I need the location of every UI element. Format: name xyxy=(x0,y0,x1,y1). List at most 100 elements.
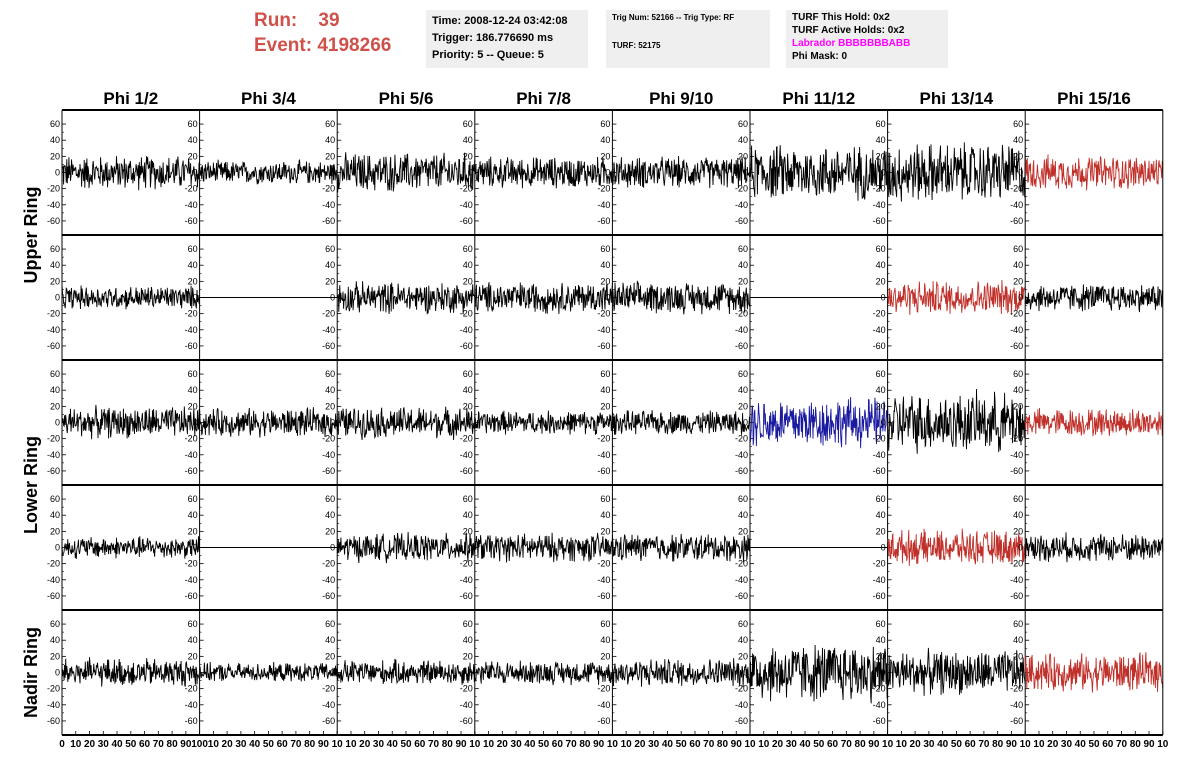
y-tick-label: 60 xyxy=(1013,494,1023,504)
y-tick-label: 20 xyxy=(50,526,60,536)
y-tick-label: 20 xyxy=(463,151,473,161)
y-tick-label: -40 xyxy=(47,700,60,710)
y-tick-label: -60 xyxy=(1010,716,1023,726)
waveform-trace xyxy=(1024,284,1164,313)
y-tick-label: -60 xyxy=(1010,216,1023,226)
y-tick-label: 20 xyxy=(325,526,335,536)
y-tick-label: -40 xyxy=(47,575,60,585)
y-tick-label: -60 xyxy=(322,466,335,476)
ring-label: Nadir Ring xyxy=(21,627,41,718)
y-tick-label: 0 xyxy=(330,668,335,678)
x-tick-label: 60 xyxy=(965,739,977,750)
trig-num-text: Trig Num: 52166 -- Trig Type: RF xyxy=(612,13,735,22)
waveform-trace xyxy=(474,410,613,435)
x-tick-label: 60 xyxy=(827,739,839,750)
x-tick-label: 50 xyxy=(813,739,825,750)
y-tick-label: 60 xyxy=(188,244,198,254)
y-tick-label: -20 xyxy=(322,684,335,694)
y-tick-label: 40 xyxy=(188,635,198,645)
y-tick-label: 0 xyxy=(881,418,886,428)
ring-label: Lower Ring xyxy=(21,436,41,534)
y-tick-label: 20 xyxy=(463,276,473,286)
y-tick-label: -20 xyxy=(597,184,610,194)
x-tick-label: 50 xyxy=(951,739,963,750)
waveform-trace xyxy=(474,660,613,686)
y-tick-label: 40 xyxy=(600,260,610,270)
y-tick-label: -40 xyxy=(460,575,473,585)
y-tick-label: -60 xyxy=(873,716,886,726)
y-tick-label: 40 xyxy=(876,635,886,645)
y-tick-label: 0 xyxy=(605,293,610,303)
x-tick-label: 80 xyxy=(442,739,454,750)
y-tick-label: 40 xyxy=(50,135,60,145)
y-tick-label: 20 xyxy=(1013,401,1023,411)
y-tick-label: -60 xyxy=(322,341,335,351)
y-tick-label: 0 xyxy=(468,293,473,303)
y-tick-label: 60 xyxy=(738,619,748,629)
waveform-trace xyxy=(611,658,751,687)
x-tick-label: 90 xyxy=(868,739,880,750)
y-tick-label: 0 xyxy=(605,668,610,678)
y-tick-label: -40 xyxy=(185,325,198,335)
y-tick-label: 60 xyxy=(1013,244,1023,254)
y-tick-label: -60 xyxy=(322,716,335,726)
y-tick-label: -20 xyxy=(185,684,198,694)
waveform-trace xyxy=(336,406,476,441)
y-tick-label: 40 xyxy=(1013,510,1023,520)
x-tick-label: 50 xyxy=(125,739,137,750)
y-tick-label: -60 xyxy=(597,591,610,601)
y-tick-label: -60 xyxy=(460,466,473,476)
y-tick-label: 40 xyxy=(463,135,473,145)
y-tick-label: 0 xyxy=(881,168,886,178)
y-tick-label: -20 xyxy=(185,309,198,319)
y-tick-label: -40 xyxy=(735,200,748,210)
x-tick-label: 10 xyxy=(483,739,495,750)
y-tick-label: 20 xyxy=(50,651,60,661)
x-tick-label: 40 xyxy=(111,739,123,750)
y-tick-label: 60 xyxy=(876,119,886,129)
x-tick-label: 40 xyxy=(937,739,949,750)
y-tick-label: 40 xyxy=(876,135,886,145)
y-tick-label: -40 xyxy=(873,325,886,335)
y-tick-label: 40 xyxy=(188,260,198,270)
x-tick-label: 60 xyxy=(277,739,289,750)
y-tick-label: -20 xyxy=(735,559,748,569)
y-tick-label: -20 xyxy=(735,309,748,319)
y-tick-label: 60 xyxy=(50,494,60,504)
turf-hold-text: TURF This Hold: 0x2 xyxy=(792,12,890,23)
y-tick-label: -60 xyxy=(322,591,335,601)
y-tick-label: 60 xyxy=(50,119,60,129)
y-tick-label: -20 xyxy=(1010,184,1023,194)
y-tick-label: -60 xyxy=(185,716,198,726)
y-tick-label: 0 xyxy=(881,543,886,553)
y-tick-label: 20 xyxy=(600,401,610,411)
y-tick-label: 20 xyxy=(463,526,473,536)
run-event-block: Run: 39 Event: 4198266 xyxy=(254,8,391,58)
y-tick-label: 60 xyxy=(876,244,886,254)
y-tick-label: 60 xyxy=(1013,119,1023,129)
y-tick-label: -20 xyxy=(47,309,60,319)
y-tick-label: 20 xyxy=(188,651,198,661)
y-tick-label: -20 xyxy=(873,184,886,194)
y-tick-label: 0 xyxy=(1018,668,1023,678)
y-tick-label: 20 xyxy=(50,276,60,286)
y-tick-label: -20 xyxy=(460,559,473,569)
y-tick-label: -60 xyxy=(185,341,198,351)
y-tick-label: -20 xyxy=(597,684,610,694)
y-tick-label: -60 xyxy=(185,216,198,226)
waveform-trace xyxy=(199,661,338,682)
x-tick-label: 30 xyxy=(98,739,110,750)
y-tick-label: 20 xyxy=(600,651,610,661)
y-tick-label: -60 xyxy=(873,466,886,476)
y-tick-label: 40 xyxy=(738,135,748,145)
y-tick-label: -40 xyxy=(735,450,748,460)
y-tick-label: 40 xyxy=(1013,260,1023,270)
y-tick-label: 40 xyxy=(738,260,748,270)
y-tick-label: 0 xyxy=(743,293,748,303)
y-tick-label: -60 xyxy=(735,591,748,601)
y-tick-label: 40 xyxy=(188,510,198,520)
x-tick-label: 80 xyxy=(717,739,729,750)
y-tick-label: -60 xyxy=(47,716,60,726)
x-tick-label: 20 xyxy=(359,739,371,750)
x-tick-label: 10 xyxy=(607,739,619,750)
